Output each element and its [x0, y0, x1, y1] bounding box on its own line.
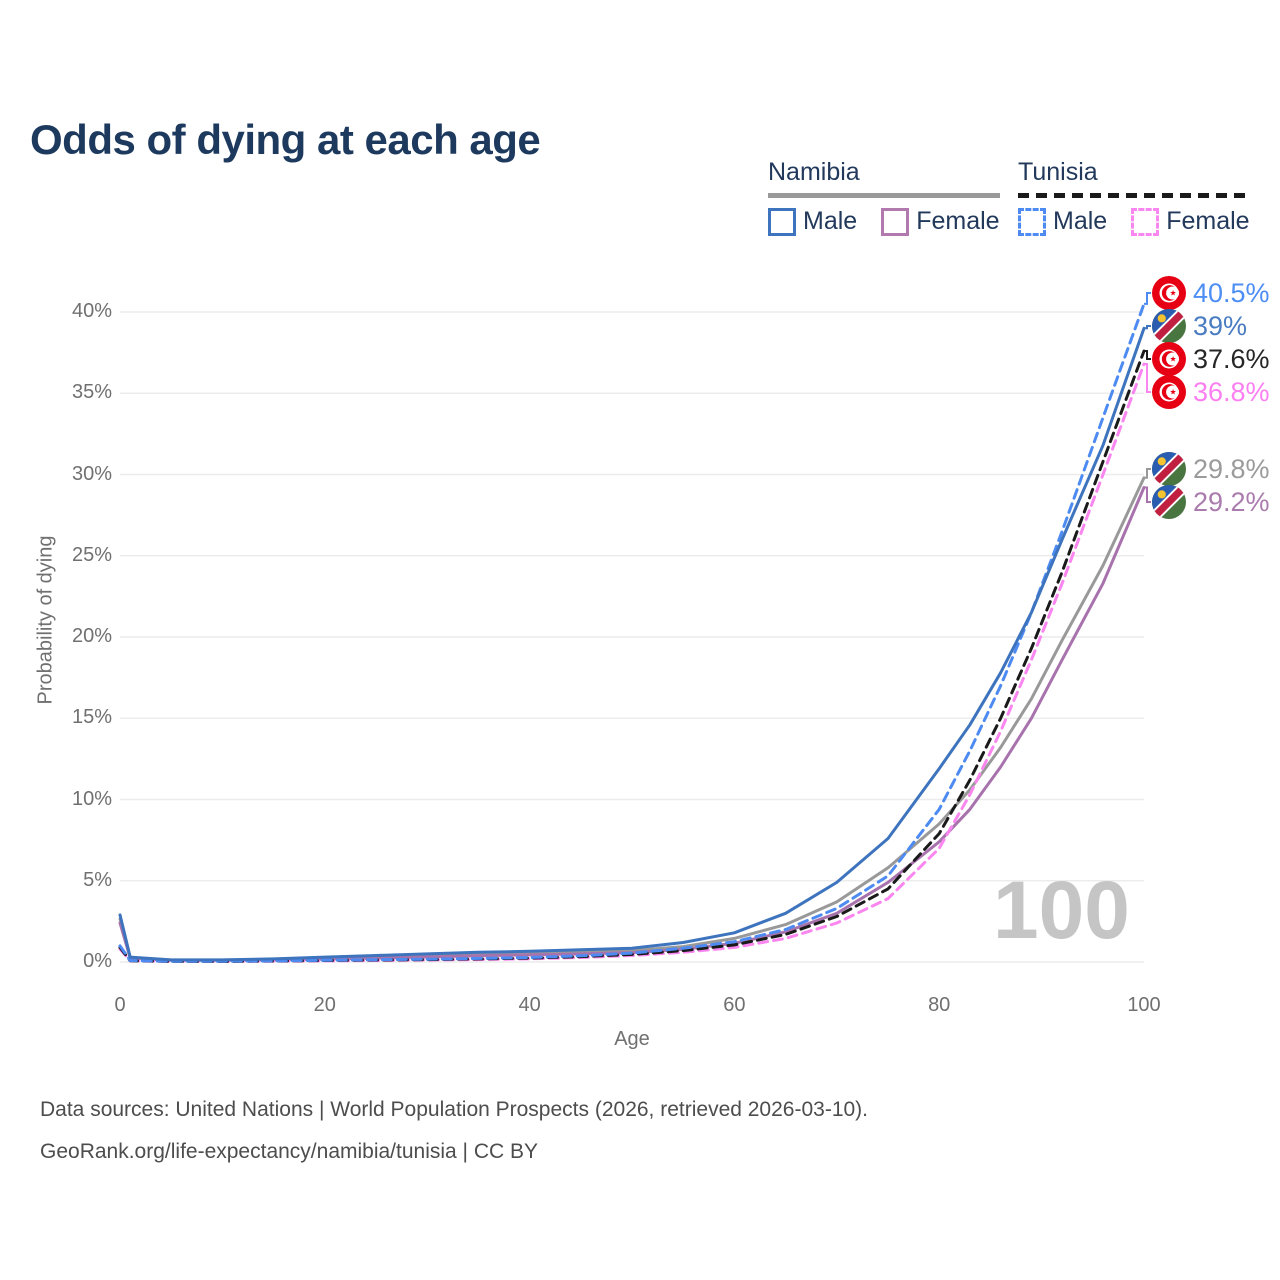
x-tick-label-80: 80	[928, 994, 951, 1016]
legend-underline-tunisia	[1018, 193, 1250, 198]
x-tick-label-0: 0	[114, 994, 126, 1016]
legend-swatch-tunisia-female	[1131, 207, 1160, 236]
series-lines	[118, 302, 1146, 963]
legend-item-namibia-female[interactable]: Female	[881, 207, 1000, 236]
end-connector-tunisia-male	[1144, 292, 1151, 305]
tunisia-flag-icon	[1152, 342, 1186, 376]
namibia-flag-icon	[1152, 485, 1186, 519]
legend-item-tunisia-male[interactable]: Male	[1018, 207, 1107, 236]
y-tick-label-10%: 10%	[71, 787, 112, 810]
legend-swatch-namibia-female	[881, 207, 910, 236]
x-tick-label-100: 100	[1127, 994, 1161, 1016]
y-tick-label-0%: 0%	[83, 950, 112, 972]
legend-country-tunisia[interactable]: Tunisia	[1018, 158, 1098, 186]
y-tick-label-15%: 15%	[71, 706, 112, 729]
end-label-namibia-all: 29.8%	[1152, 452, 1270, 486]
page-title: Odds of dying at each age	[30, 116, 541, 164]
series-line-tunisia-female	[118, 362, 1146, 963]
end-value-tunisia-female: 36.8%	[1193, 376, 1270, 407]
end-value-tunisia-all: 37.6%	[1193, 343, 1270, 374]
x-tick-label-60: 60	[723, 994, 746, 1016]
label-connectors	[1144, 292, 1151, 503]
footer-attribution: GeoRank.org/life-expectancy/namibia/tuni…	[40, 1140, 539, 1163]
end-label-tunisia-female: 36.8%	[1152, 375, 1270, 409]
legend-label-tunisia-male: Male	[1053, 207, 1108, 235]
end-connector-namibia-all	[1144, 468, 1151, 479]
watermark-age-100: 100	[993, 865, 1130, 956]
series-line-tunisia-male	[118, 302, 1146, 963]
legend-group-tunisia: Tunisia Male Female	[1018, 158, 1250, 236]
end-connector-namibia-male	[1144, 325, 1151, 330]
x-axis-title: Age	[614, 1028, 650, 1050]
series-line-namibia-female	[118, 486, 1146, 962]
y-tick-label-25%: 25%	[71, 543, 112, 566]
tunisia-flag-icon	[1152, 276, 1186, 310]
legend-item-namibia-male[interactable]: Male	[768, 207, 857, 236]
y-tick-label-35%: 35%	[71, 381, 112, 404]
legend-country-namibia[interactable]: Namibia	[768, 158, 860, 186]
y-axis-title: Probability of dying	[34, 535, 57, 705]
legend-item-tunisia-female[interactable]: Female	[1131, 207, 1250, 236]
end-label-namibia-female: 29.2%	[1152, 485, 1270, 519]
end-label-tunisia-male: 40.5%	[1152, 276, 1270, 310]
end-connector-tunisia-all	[1144, 350, 1151, 360]
legend-label-namibia-female: Female	[916, 207, 1000, 235]
end-connector-namibia-female	[1144, 486, 1151, 503]
end-value-namibia-male: 39%	[1193, 310, 1248, 341]
legend-underline-namibia	[768, 193, 1000, 198]
y-tick-label-30%: 30%	[71, 462, 112, 485]
y-tick-label-40%: 40%	[71, 300, 112, 322]
legend-group-namibia: Namibia Male Female	[768, 158, 1000, 236]
end-value-namibia-female: 29.2%	[1193, 486, 1270, 517]
y-tick-label-5%: 5%	[83, 868, 112, 891]
legend-swatch-tunisia-male	[1018, 207, 1046, 236]
tunisia-flag-icon	[1152, 375, 1186, 409]
end-connector-tunisia-female	[1144, 363, 1151, 393]
x-tick-label-40: 40	[518, 994, 541, 1016]
x-tick-label-20: 20	[313, 994, 336, 1016]
legend-label-tunisia-female: Female	[1166, 207, 1250, 235]
series-line-tunisia-all	[118, 349, 1146, 963]
namibia-flag-icon	[1152, 452, 1186, 486]
end-value-namibia-all: 29.8%	[1193, 453, 1270, 484]
end-label-tunisia-all: 37.6%	[1152, 342, 1270, 376]
series-line-namibia-male	[118, 326, 1146, 962]
legend-swatch-namibia-male	[768, 207, 796, 236]
end-label-namibia-male: 39%	[1152, 309, 1247, 343]
footer-data-sources: Data sources: United Nations | World Pop…	[40, 1098, 869, 1121]
end-value-tunisia-male: 40.5%	[1193, 277, 1270, 308]
gridlines	[120, 311, 1144, 963]
y-tick-label-20%: 20%	[71, 625, 112, 647]
legend-label-namibia-male: Male	[803, 207, 858, 235]
namibia-flag-icon	[1152, 309, 1186, 343]
